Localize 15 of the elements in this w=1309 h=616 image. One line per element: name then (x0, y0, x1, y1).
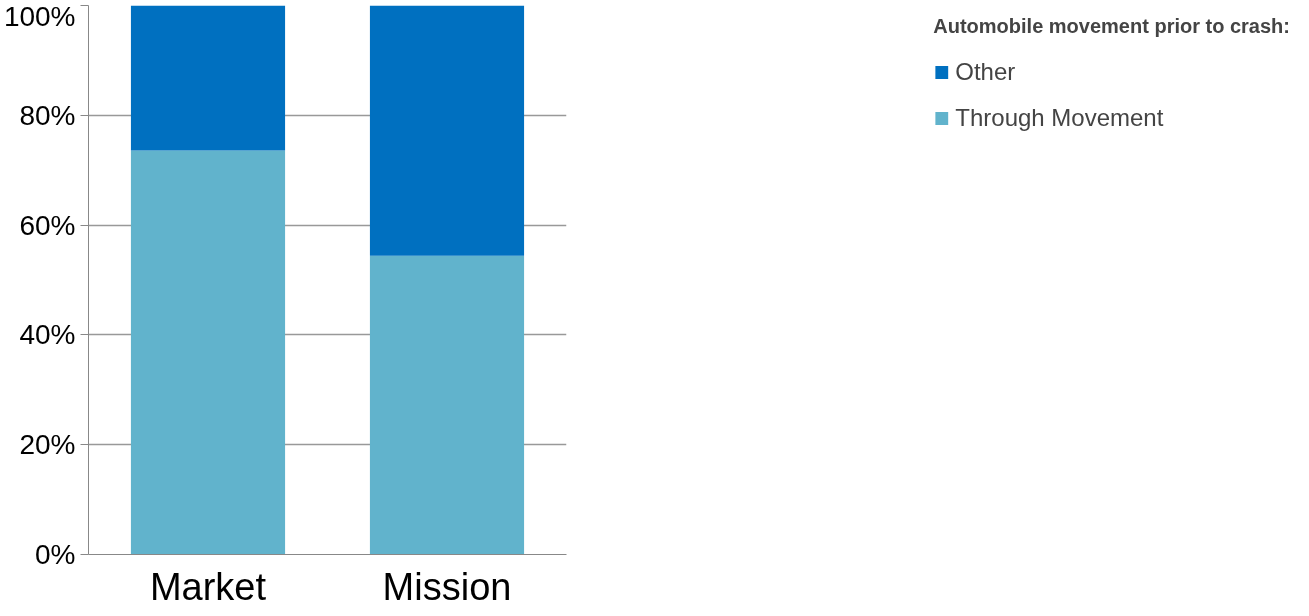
legend-title: Automobile movement prior to crash: (933, 15, 1290, 38)
y-tick-label: 20% (19, 429, 76, 461)
x-tick-label: Market (149, 565, 267, 608)
x-tick-label: Mission (382, 565, 512, 608)
y-tick-label: 0% (35, 539, 76, 570)
y-tick-label: 60% (19, 209, 76, 241)
y-tick-label: 100% (3, 0, 76, 32)
bar (369, 5, 525, 256)
legend-label: Through Movement (955, 104, 1164, 132)
bar (130, 5, 286, 151)
bar (369, 255, 525, 555)
y-tick-label: 80% (19, 99, 76, 131)
y-tick-label: 40% (19, 319, 76, 351)
bar (130, 150, 286, 555)
legend-label: Other (955, 58, 1016, 86)
